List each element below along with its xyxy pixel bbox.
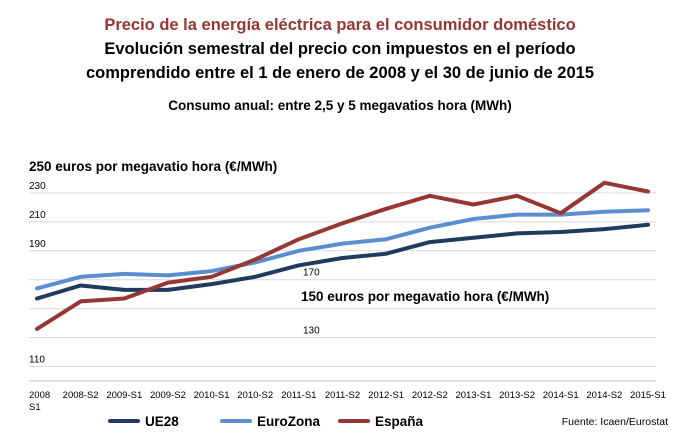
y-tick-label: 230 [29,181,46,192]
x-tick-label: 2014-S2 [586,390,622,401]
annotation-middle: 150 euros por megavatio hora (€/MWh) [301,289,549,304]
x-tick-label: 2010-S1 [194,390,230,401]
y-tick-label: 210 [29,210,46,221]
x-tick-label: 2012-S2 [412,390,448,401]
x-tick-label: 2008-S2 [63,390,99,401]
x-tick-label: 2013-S2 [499,390,535,401]
legend: UE28 EuroZona España [108,414,424,429]
x-tick-label: 2015-S1 [630,390,666,401]
chart-subtitle-line-2: comprendido entre el 1 de enero de 2008 … [85,64,595,82]
x-axis-labels: 2008 S1 2008-S2 2009-S1 2009-S2 2010-S1 2010-S… [29,390,666,413]
grid-lines [29,192,656,368]
series-line-1 [35,208,650,291]
x-tick-label: 2009-S1 [106,390,142,401]
y-tick-label: 110 [29,355,45,366]
legend-label-1: EuroZona [257,414,320,429]
x-tick-label: 2012-S1 [368,390,404,401]
x-tick-label: 2014-S1 [543,390,579,401]
series-line-0 [35,222,650,301]
y-tick-label: 190 [29,239,46,250]
series-line-2 [35,180,650,331]
x-tick-label: 2008 S1 [29,390,50,413]
legend-label-2: España [375,414,424,429]
x-tick-label: 2009-S2 [150,390,186,401]
x-tick-label: 2011-S1 [281,390,316,401]
source-note: Fuente: Icaen/Eurostat [562,416,668,428]
y-axis-labels: 110 130 170 190 210 230 [29,181,320,366]
consumption-subtitle: Consumo anual: entre 2,5 y 5 megavatios … [168,98,512,113]
annotation-middle-background [298,285,588,307]
legend-label-0: UE28 [145,414,179,429]
x-tick-label: 2013-S1 [455,390,491,401]
x-tick-label: 2011-S2 [325,390,360,401]
series-lines [35,180,650,331]
x-tick-label: 2010-S2 [237,390,273,401]
annotation-top: 250 euros por megavatio hora (€/MWh) [29,159,277,174]
chart-title: Precio de la energía eléctrica para el c… [104,16,576,34]
chart-subtitle-line-1: Evolución semestral del precio con impue… [104,40,576,58]
y-tick-label: 170 [303,268,320,279]
y-tick-label: 130 [303,326,320,337]
